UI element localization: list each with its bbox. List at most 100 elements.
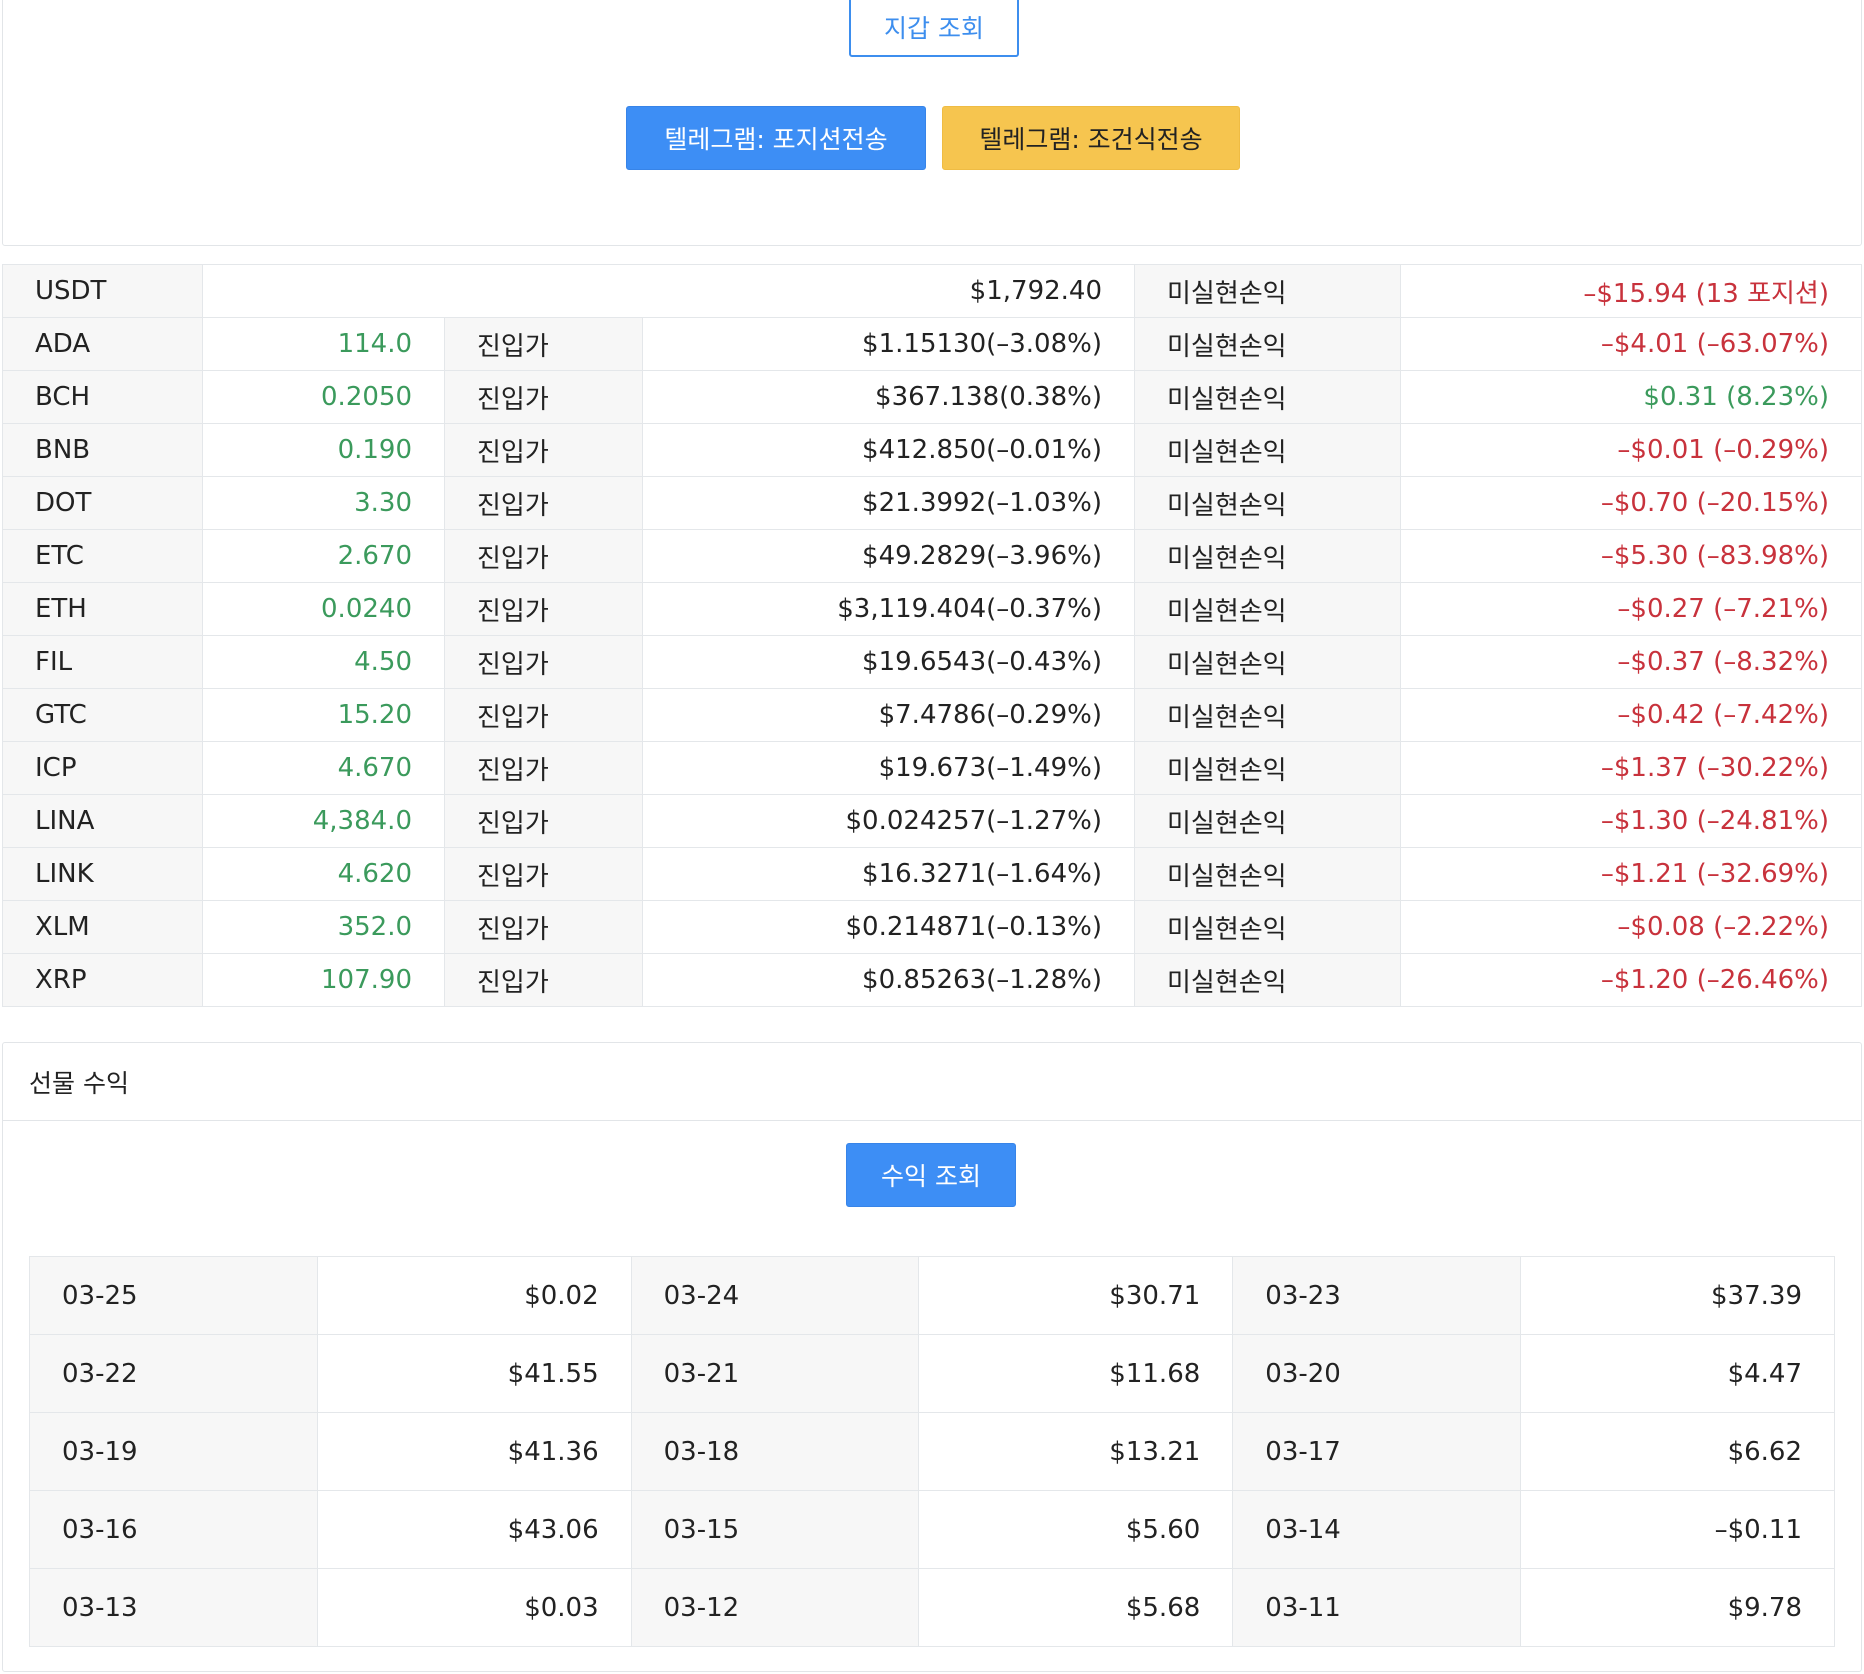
wallet-check-button[interactable]: 지갑 조회 [849,0,1019,57]
unrealized-pnl-label: 미실현손익 [1134,582,1401,636]
position-row: XRP 107.90 진입가 $0.85263(–1.28%) 미실현손익 –$1.20 … [2,953,1862,1007]
daily-profit-row: 03-22 $41.55 03-21 $11.68 03-20 $4.47 [29,1334,1835,1413]
position-symbol: BCH [2,370,203,424]
usdt-pnl-label: 미실현손익 [1134,264,1401,318]
entry-price-label: 진입가 [444,953,643,1007]
profit-date: 03-17 [1232,1412,1522,1491]
position-symbol: BNB [2,423,203,477]
usdt-balance: $1,792.40 [202,264,1135,318]
entry-price: $0.024257(–1.27%) [642,794,1135,848]
position-symbol: ETH [2,582,203,636]
profit-value: $0.03 [316,1568,632,1647]
unrealized-pnl: –$0.27 (–7.21%) [1400,582,1862,636]
unrealized-pnl: –$1.20 (–26.46%) [1400,953,1862,1007]
unrealized-pnl-label: 미실현손익 [1134,847,1401,901]
unrealized-pnl-label: 미실현손익 [1134,370,1401,424]
unrealized-pnl: –$0.01 (–0.29%) [1400,423,1862,477]
profit-value: $13.21 [918,1412,1234,1491]
entry-price: $49.2829(–3.96%) [642,529,1135,583]
profit-date: 03-15 [630,1490,920,1569]
telegram-condition-button[interactable]: 텔레그램: 조건식전송 [942,106,1240,170]
unrealized-pnl-label: 미실현손익 [1134,635,1401,689]
position-symbol: FIL [2,635,203,689]
positions-table: USDT $1,792.40 미실현손익 –$15.94 (13 포지션) AD… [2,264,1862,1007]
position-quantity: 4.50 [202,635,445,689]
profit-date: 03-21 [630,1334,920,1413]
profit-value: $5.68 [918,1568,1234,1647]
position-row: XLM 352.0 진입가 $0.214871(–0.13%) 미실현손익 –$0.08 … [2,900,1862,954]
profit-check-button[interactable]: 수익 조회 [846,1143,1016,1207]
entry-price-label: 진입가 [444,900,643,954]
position-symbol: ETC [2,529,203,583]
usdt-pnl: –$15.94 (13 포지션) [1400,264,1862,318]
usdt-row: USDT $1,792.40 미실현손익 –$15.94 (13 포지션) [2,264,1862,318]
entry-price-label: 진입가 [444,423,643,477]
unrealized-pnl-label: 미실현손익 [1134,741,1401,795]
position-row: DOT 3.30 진입가 $21.3992(–1.03%) 미실현손익 –$0.70 (–… [2,476,1862,530]
position-row: FIL 4.50 진입가 $19.6543(–0.43%) 미실현손익 –$0.37 (–… [2,635,1862,689]
profit-value: $11.68 [918,1334,1234,1413]
position-symbol: ICP [2,741,203,795]
profit-date: 03-16 [29,1490,318,1569]
entry-price: $367.138(0.38%) [642,370,1135,424]
position-quantity: 3.30 [202,476,445,530]
entry-price: $412.850(–0.01%) [642,423,1135,477]
position-quantity: 0.0240 [202,582,445,636]
entry-price-label: 진입가 [444,582,643,636]
profit-date: 03-23 [1232,1256,1522,1335]
profit-value: $30.71 [918,1256,1234,1335]
entry-price-label: 진입가 [444,370,643,424]
position-row: BCH 0.2050 진입가 $367.138(0.38%) 미실현손익 $0.31 (8… [2,370,1862,424]
profit-date: 03-24 [630,1256,920,1335]
unrealized-pnl: –$0.37 (–8.32%) [1400,635,1862,689]
profit-value: $0.02 [316,1256,632,1335]
unrealized-pnl-label: 미실현손익 [1134,476,1401,530]
position-symbol: XLM [2,900,203,954]
daily-profit-row: 03-16 $43.06 03-15 $5.60 03-14 –$0.11 [29,1490,1835,1569]
unrealized-pnl-label: 미실현손익 [1134,953,1401,1007]
daily-profit-row: 03-19 $41.36 03-18 $13.21 03-17 $6.62 [29,1412,1835,1491]
profit-date: 03-13 [29,1568,318,1647]
unrealized-pnl: –$1.30 (–24.81%) [1400,794,1862,848]
unrealized-pnl: –$4.01 (–63.07%) [1400,317,1862,371]
position-quantity: 107.90 [202,953,445,1007]
position-quantity: 114.0 [202,317,445,371]
position-quantity: 4.670 [202,741,445,795]
entry-price-label: 진입가 [444,794,643,848]
position-quantity: 4.620 [202,847,445,901]
position-row: LINA 4,384.0 진입가 $0.024257(–1.27%) 미실현손익 –$1.… [2,794,1862,848]
unrealized-pnl: –$1.21 (–32.69%) [1400,847,1862,901]
profit-date: 03-19 [29,1412,318,1491]
entry-price: $7.4786(–0.29%) [642,688,1135,742]
profit-value: $4.47 [1520,1334,1835,1413]
position-quantity: 0.2050 [202,370,445,424]
profit-date: 03-20 [1232,1334,1522,1413]
entry-price: $21.3992(–1.03%) [642,476,1135,530]
unrealized-pnl: –$5.30 (–83.98%) [1400,529,1862,583]
entry-price: $16.3271(–1.64%) [642,847,1135,901]
unrealized-pnl-label: 미실현손익 [1134,794,1401,848]
daily-profit-row: 03-13 $0.03 03-12 $5.68 03-11 $9.78 [29,1568,1835,1647]
unrealized-pnl: –$0.08 (–2.22%) [1400,900,1862,954]
unrealized-pnl-label: 미실현손익 [1134,423,1401,477]
unrealized-pnl: $0.31 (8.23%) [1400,370,1862,424]
profit-value: $5.60 [918,1490,1234,1569]
position-symbol: XRP [2,953,203,1007]
futures-profit-title: 선물 수익 [3,1043,1861,1121]
profit-date: 03-18 [630,1412,920,1491]
unrealized-pnl-label: 미실현손익 [1134,688,1401,742]
position-row: ETC 2.670 진입가 $49.2829(–3.96%) 미실현손익 –$5.30 (… [2,529,1862,583]
profit-date: 03-11 [1232,1568,1522,1647]
entry-price-label: 진입가 [444,317,643,371]
entry-price-label: 진입가 [444,847,643,901]
entry-price: $0.214871(–0.13%) [642,900,1135,954]
telegram-position-button[interactable]: 텔레그램: 포지션전송 [626,106,926,170]
daily-profit-table: 03-25 $0.02 03-24 $30.71 03-23 $37.39 03-22 $41… [29,1256,1835,1647]
unrealized-pnl: –$1.37 (–30.22%) [1400,741,1862,795]
profit-value: $41.36 [316,1412,632,1491]
position-quantity: 352.0 [202,900,445,954]
position-row: ETH 0.0240 진입가 $3,119.404(–0.37%) 미실현손익 –$0.2… [2,582,1862,636]
position-row: GTC 15.20 진입가 $7.4786(–0.29%) 미실현손익 –$0.42 (–… [2,688,1862,742]
profit-value: –$0.11 [1520,1490,1835,1569]
profit-value: $37.39 [1520,1256,1835,1335]
